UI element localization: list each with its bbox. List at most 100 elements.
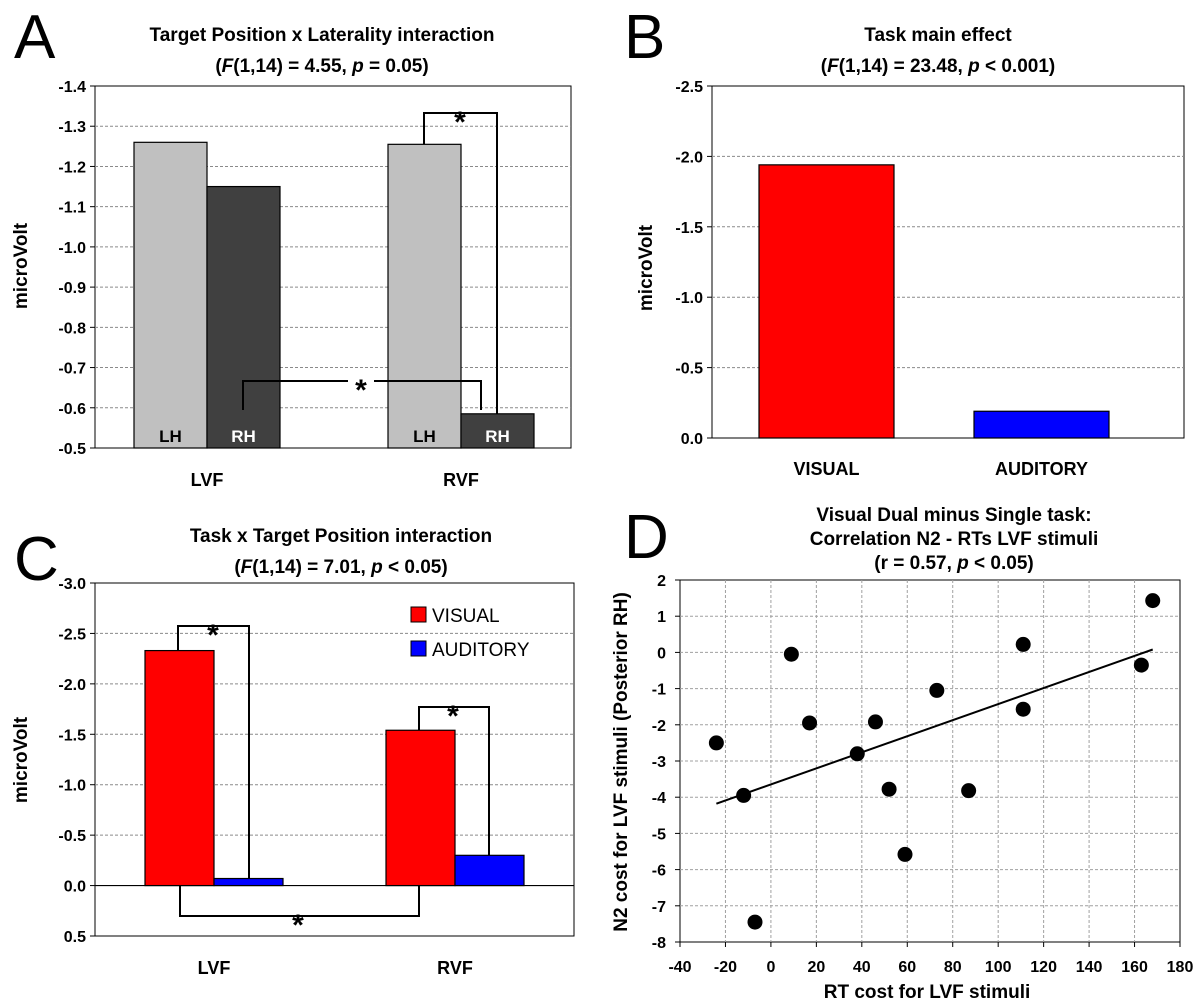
legend-label-auditory: AUDITORY bbox=[432, 640, 530, 661]
y-tick-label: -2.0 bbox=[675, 149, 703, 166]
panel-c-x-categories: LVF RVF bbox=[198, 958, 473, 978]
bar-rvf-visual bbox=[385, 729, 456, 887]
y-tick-label: -5 bbox=[652, 826, 666, 843]
y-tick-label: 1 bbox=[657, 609, 666, 626]
panel-a-bars: LH RH LH RH bbox=[133, 141, 535, 449]
y-tick-label: -2.0 bbox=[58, 677, 86, 694]
y-tick-label: -1.3 bbox=[58, 119, 86, 136]
panel-c-plot-frame bbox=[94, 582, 575, 937]
panel-c-legend: VISUAL AUDITORY bbox=[410, 606, 530, 661]
panel-a-title: Target Position x Laterality interaction bbox=[150, 25, 495, 46]
x-tick-label: -40 bbox=[668, 959, 691, 976]
sig-star-lvf: * bbox=[207, 619, 219, 652]
x-category-auditory: AUDITORY bbox=[995, 459, 1088, 479]
sig-star-rvf: * bbox=[454, 106, 466, 139]
x-tick-label: 100 bbox=[985, 959, 1012, 976]
bar-label-rh: RH bbox=[231, 427, 256, 446]
sig-bracket-rvf bbox=[418, 706, 490, 856]
x-tick-label: 40 bbox=[853, 959, 871, 976]
scatter-point bbox=[1133, 657, 1149, 673]
scatter-point bbox=[929, 682, 945, 698]
bar-lvf-lh bbox=[133, 141, 208, 449]
x-category-rvf: RVF bbox=[443, 470, 479, 490]
panel-a-y-ticks: -1.4 -1.3 -1.2 -1.1 -1.0 -0.9 -0.8 -0.7 -0.6 -0.5 bbox=[58, 79, 95, 458]
y-tick-label: -1.5 bbox=[58, 727, 86, 744]
sig-bracket-lvf bbox=[177, 625, 250, 879]
legend-swatch-auditory bbox=[410, 640, 427, 657]
y-tick-label: -3 bbox=[652, 754, 666, 771]
panel-b-title: Task main effect bbox=[864, 25, 1012, 46]
y-tick-label: -1.1 bbox=[58, 200, 86, 217]
trendline bbox=[716, 648, 1154, 805]
panel-letter-b: B bbox=[624, 3, 665, 72]
panel-b-plot-frame bbox=[711, 85, 1185, 439]
panel-b-gridlines bbox=[712, 155, 1184, 369]
x-tick-label: 80 bbox=[944, 959, 962, 976]
panel-c-y-axis-label: microVolt bbox=[11, 716, 32, 803]
y-tick-label: -8 bbox=[652, 935, 666, 952]
y-tick-label: -7 bbox=[652, 899, 666, 916]
panel-c-y-ticks: -3.0 -2.5 -2.0 -1.5 -1.0 -0.5 0.0 0.5 bbox=[58, 576, 95, 946]
scatter-point bbox=[961, 783, 977, 799]
panel-d-title-line-2: Correlation N2 - RTs LVF stimuli bbox=[810, 529, 1099, 550]
panel-d-gridlines bbox=[680, 580, 1180, 942]
y-tick-label: -0.5 bbox=[58, 441, 86, 458]
sig-bracket-visual bbox=[179, 885, 420, 917]
y-tick-label: -2.5 bbox=[675, 79, 703, 96]
panel-d-stat-line: (r = 0.57, p < 0.05) bbox=[874, 553, 1034, 574]
y-tick-label: -1.2 bbox=[58, 159, 86, 176]
y-tick-label: -1.0 bbox=[58, 778, 86, 795]
y-tick-label: -2.5 bbox=[58, 626, 86, 643]
panel-c-bars bbox=[144, 649, 525, 887]
x-tick-label: 60 bbox=[898, 959, 916, 976]
panel-b-y-axis-label: microVolt bbox=[636, 224, 657, 311]
y-tick-label: 0.0 bbox=[681, 431, 703, 448]
scatter-point bbox=[1015, 636, 1031, 652]
panel-d-trendline bbox=[716, 648, 1154, 805]
scatter-point bbox=[708, 735, 724, 751]
x-tick-label: 120 bbox=[1030, 959, 1057, 976]
panel-letter-d: D bbox=[624, 503, 669, 572]
panel-b-y-ticks: -2.5 -2.0 -1.5 -1.0 -0.5 0.0 bbox=[675, 79, 712, 448]
panel-d-x-axis-label: RT cost for LVF stimuli bbox=[824, 982, 1031, 1003]
panel-c: C Task x Target Position interaction (F(… bbox=[11, 525, 575, 978]
bar-visual bbox=[758, 164, 895, 439]
x-category-lvf: LVF bbox=[191, 470, 224, 490]
x-tick-label: 0 bbox=[766, 959, 775, 976]
sig-bracket-rvf bbox=[423, 112, 498, 414]
y-tick-label: 0 bbox=[657, 645, 666, 662]
scatter-point bbox=[849, 746, 865, 762]
y-tick-label: -0.7 bbox=[58, 361, 86, 378]
x-tick-label: 140 bbox=[1076, 959, 1103, 976]
panel-a-plot-frame bbox=[94, 85, 572, 449]
y-tick-label: -4 bbox=[652, 790, 666, 807]
x-tick-label: 20 bbox=[807, 959, 825, 976]
bar-label-lh: LH bbox=[159, 427, 182, 446]
panel-a-x-categories: LVF RVF bbox=[191, 470, 479, 490]
legend-label-visual: VISUAL bbox=[432, 606, 500, 627]
panel-b-bars bbox=[758, 164, 1110, 439]
x-category-visual: VISUAL bbox=[793, 459, 859, 479]
panel-c-title: Task x Target Position interaction bbox=[190, 526, 492, 547]
y-tick-label: -1.0 bbox=[58, 240, 86, 257]
y-tick-label: -1 bbox=[652, 682, 666, 699]
y-tick-label: -2 bbox=[652, 718, 666, 735]
scatter-point bbox=[897, 846, 913, 862]
scatter-point bbox=[867, 714, 883, 730]
panel-a-y-axis-label: microVolt bbox=[11, 222, 32, 309]
y-tick-label: -0.6 bbox=[58, 401, 86, 418]
scatter-point bbox=[747, 914, 763, 930]
y-tick-label: -0.5 bbox=[675, 361, 703, 378]
y-tick-label: -1.4 bbox=[58, 79, 86, 96]
sig-star-backdrop bbox=[348, 368, 374, 392]
x-tick-label: -20 bbox=[714, 959, 737, 976]
panel-c-significance-brackets: * * * bbox=[177, 619, 490, 942]
bar-lvf-auditory bbox=[213, 877, 284, 887]
x-category-lvf: LVF bbox=[198, 958, 231, 978]
panel-letter-c: C bbox=[14, 525, 59, 594]
panel-a-gridlines bbox=[95, 125, 571, 409]
scatter-point bbox=[802, 715, 818, 731]
bar-label-rh: RH bbox=[485, 427, 510, 446]
bar-rvf-auditory bbox=[454, 854, 525, 887]
